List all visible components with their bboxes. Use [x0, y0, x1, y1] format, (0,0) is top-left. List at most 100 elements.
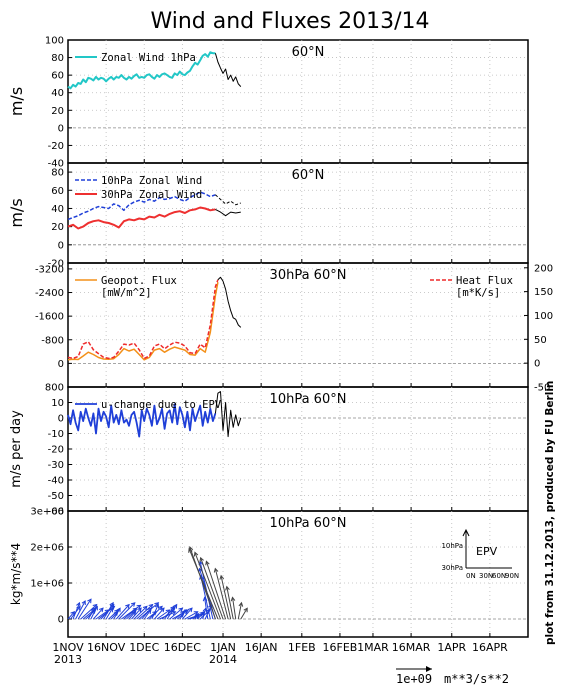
vector-shaft [136, 604, 153, 620]
epv-vector [199, 556, 224, 620]
y-tick-label: -3200 [35, 264, 64, 275]
y-tick-label: -1600 [35, 312, 64, 323]
epv-legend-xlabel: 0N [466, 572, 476, 580]
y-tick-label: 60 [51, 71, 64, 82]
y-tick-label: -10 [48, 429, 64, 440]
panel-epv-vectors: 0 1e+06 2e+06 3e+06 kg*m/s**4 10hPa 60°N 10hPa… [9, 507, 529, 638]
epv-vector [133, 605, 148, 620]
vector-shaft [184, 611, 198, 620]
vector-shaft [194, 552, 221, 620]
y-tick-label: -60 [48, 507, 64, 518]
vector-head [116, 607, 121, 613]
y-tick-label: 20 [51, 106, 64, 117]
epv-vector [230, 596, 237, 620]
vector-head [131, 611, 137, 616]
y-tick-label: 2e+06 [30, 543, 64, 554]
vector-shaft [128, 611, 136, 620]
epv-legend-ylabel: 10hPa [441, 542, 463, 550]
vector-head [142, 605, 148, 611]
vector-shaft [110, 611, 118, 620]
y-tick-label: 20 [51, 222, 64, 233]
x-tick-label: 16JAN [245, 641, 278, 654]
vector-shaft [133, 606, 148, 620]
vector-shaft [164, 606, 175, 620]
vector-head [165, 609, 171, 614]
panel-heat-flux-30hpa: 800 0 -800 -1600 -2400 -3200 -50 0 50 100 150 200 30… [35, 262, 553, 394]
vector-head [243, 607, 248, 613]
epv-legend-xlabel: 90N [505, 572, 519, 580]
x-tick-label: 1DEC [129, 641, 159, 654]
vector-head [99, 607, 104, 613]
vector-shaft [131, 607, 142, 620]
y-tick-label: 0 [58, 359, 64, 370]
vector-shaft [115, 604, 130, 620]
vector-head [148, 603, 154, 609]
panel-title: 10hPa 60°N [270, 392, 347, 407]
y-tick-label: -20 [48, 259, 64, 270]
x-tick-sublabel: 2013 [54, 653, 82, 666]
epv-vector [128, 611, 137, 620]
y-tick-label: 60 [51, 186, 64, 197]
vector-shaft [108, 609, 119, 620]
epv-vector [118, 602, 136, 620]
series-line [215, 194, 241, 206]
epv-vector [113, 607, 121, 620]
panel-title: 60°N [292, 168, 325, 183]
chart-title: Wind and Fluxes 2013/14 [150, 9, 429, 34]
legend-label: Heat Flux [456, 275, 513, 287]
epv-vector [194, 612, 199, 620]
epv-vector [136, 603, 154, 620]
epv-vector [93, 607, 104, 620]
y-tick-label: -20 [48, 141, 64, 152]
panel-title: 10hPa 60°N [270, 516, 347, 531]
x-tick-label: 1JAN [210, 641, 236, 654]
series-line [67, 403, 217, 438]
epv-vector [197, 611, 205, 620]
vector-head [194, 612, 199, 618]
vector-head [178, 607, 184, 613]
vector-head [171, 611, 177, 616]
x-tick-label: 1APR [437, 641, 466, 654]
x-tick-label: 16APR [472, 641, 508, 654]
vector-shaft [118, 602, 136, 620]
y-tick-label: 0 [58, 615, 64, 626]
epv-vector [181, 607, 193, 620]
series-line [217, 276, 242, 328]
x-tick-label: 16MAR [392, 641, 431, 654]
vector-head [225, 585, 230, 591]
vector-head [200, 611, 205, 616]
y-tick-label: -20 [48, 445, 64, 456]
y-tick-label: -30 [48, 460, 64, 471]
y2-tick-label: 100 [534, 311, 553, 322]
epv-legend-label: EPV [476, 545, 498, 558]
vector-shaft [197, 611, 205, 620]
vector-shaft [200, 557, 224, 620]
x-tick-label: 16DEC [164, 641, 201, 654]
y2-tick-label: 200 [534, 263, 553, 274]
vector-head [87, 598, 92, 604]
epv-vector [75, 600, 86, 620]
vector-shaft [205, 561, 227, 620]
vector-shaft [194, 613, 199, 620]
vector-head [137, 607, 142, 613]
y2-tick-label: 150 [534, 287, 553, 298]
vector-shaft [202, 608, 207, 620]
vector-shaft [181, 607, 193, 620]
y2-tick-label: 50 [534, 335, 547, 346]
y-tick-label: 10 [51, 398, 64, 409]
vector-head [146, 609, 152, 615]
vector-head [160, 607, 165, 613]
y-axis-label: m/s per day [9, 410, 24, 488]
y-tick-label: 0 [58, 123, 64, 134]
epv-vector [240, 607, 248, 620]
y-tick-label: -40 [48, 159, 64, 170]
y-tick-label: -40 [48, 476, 64, 487]
vector-shaft [188, 548, 219, 620]
vector-shaft [126, 609, 137, 620]
vector-head [213, 567, 219, 573]
vector-shaft [220, 575, 232, 620]
vector-head [194, 614, 200, 620]
legend-label: Zonal Wind 1hPa [101, 52, 196, 64]
vector-shaft [105, 607, 113, 620]
legend-unit: [mW/m^2] [101, 287, 152, 299]
